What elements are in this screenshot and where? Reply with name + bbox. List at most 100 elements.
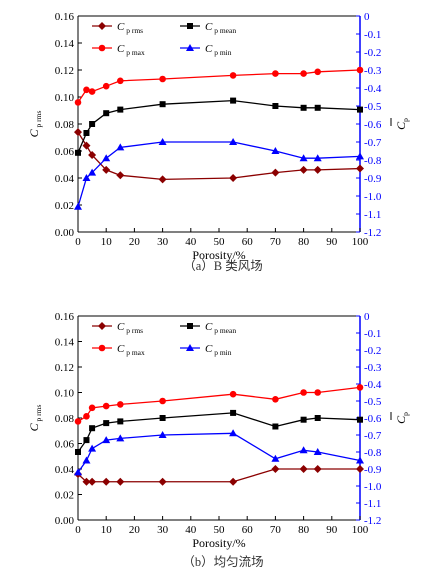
data-point: [82, 174, 91, 181]
data-point: [88, 151, 97, 160]
data-point: [103, 420, 110, 427]
data-point: [314, 104, 321, 111]
x-tick-label: 70: [270, 524, 282, 536]
y-left-tick-label: 0.12: [55, 65, 74, 77]
series-square: [75, 409, 363, 455]
series-square: [75, 97, 363, 156]
data-point: [230, 97, 237, 104]
data-point: [103, 110, 110, 117]
data-point: [116, 434, 125, 442]
data-point: [102, 402, 110, 410]
y-left-tick-label: 0.06: [55, 146, 75, 158]
data-point: [74, 468, 82, 476]
data-point: [299, 165, 308, 174]
figure-caption: （b）均匀流场: [182, 555, 263, 569]
data-point: [313, 448, 322, 455]
data-point: [229, 174, 238, 182]
data-point: [88, 444, 97, 452]
y-right-tick-label: -0.1: [364, 328, 381, 340]
data-point: [82, 456, 91, 464]
y-left-tick-label: 0.14: [55, 38, 75, 50]
legend-label: C p max: [117, 343, 145, 357]
y-left-tick-label: 0.08: [55, 119, 75, 131]
y-right-tick-label: -0.9: [364, 464, 382, 476]
data-point: [313, 165, 322, 174]
x-tick-label: 40: [185, 236, 197, 248]
y-right-tick-label: -0.2: [364, 47, 381, 59]
data-point: [299, 465, 308, 473]
data-point: [159, 101, 166, 108]
data-point: [272, 70, 279, 77]
data-point: [313, 465, 322, 473]
data-point: [300, 70, 307, 77]
data-point: [272, 423, 279, 430]
data-point: [314, 389, 322, 396]
y-left-tick-label: 0.00: [55, 227, 75, 239]
x-tick-label: 60: [242, 236, 254, 248]
y-right-tick-label: -1.0: [364, 191, 382, 203]
data-point: [300, 104, 307, 111]
y-left-tick-label: 0.02: [55, 490, 74, 502]
y-right-tick-label: -1.0: [364, 481, 382, 493]
x-tick-label: 80: [298, 524, 310, 536]
data-point: [75, 449, 81, 455]
y-right-axis-title: Cp: [394, 412, 410, 424]
data-point: [88, 88, 96, 95]
x-tick-label: 30: [157, 524, 169, 536]
data-point: [314, 68, 322, 76]
data-point: [158, 175, 167, 184]
x-tick-label: 80: [298, 236, 310, 248]
data-point: [74, 128, 82, 137]
y-right-tick-label: -0.8: [364, 447, 382, 459]
series-diamond: [74, 465, 364, 486]
y-right-tick-label: -0.2: [364, 345, 381, 357]
data-point: [117, 418, 124, 425]
data-point: [159, 415, 166, 421]
data-point: [356, 164, 364, 173]
data-point: [159, 397, 166, 405]
x-tick-label: 0: [75, 236, 81, 248]
data-point: [229, 477, 238, 486]
y-right-tick-label: -0.5: [364, 101, 382, 113]
data-point: [356, 465, 364, 473]
series-circle: [74, 66, 364, 106]
x-tick-label: 50: [214, 236, 226, 248]
y-right-tick-label: -0.3: [364, 362, 382, 374]
data-point: [82, 141, 91, 150]
x-tick-label: 60: [242, 524, 254, 536]
data-point: [356, 384, 364, 391]
y-left-axis-title: C p rms: [27, 111, 43, 138]
x-tick-label: 100: [352, 524, 369, 536]
y-right-tick-label: -0.4: [364, 83, 382, 95]
y-left-axis-title: C p rms: [27, 405, 43, 432]
y-left-tick-label: 0.04: [55, 464, 75, 476]
data-point: [102, 165, 111, 174]
data-point: [102, 477, 111, 486]
y-right-tick-label: -0.5: [364, 396, 382, 408]
series-triangle: [74, 138, 364, 210]
y-right-axis-title: Cp: [394, 118, 410, 130]
data-point: [74, 202, 82, 210]
data-point: [271, 147, 280, 154]
x-tick-label: 10: [101, 524, 113, 536]
data-point: [158, 138, 167, 145]
y-left-tick-label: 0.00: [55, 515, 75, 527]
x-tick-label: 20: [129, 236, 141, 248]
y-right-tick-label: -0.1: [364, 29, 381, 41]
data-point: [102, 154, 111, 162]
data-point: [117, 106, 124, 113]
x-tick-label: 20: [129, 524, 141, 536]
data-point: [271, 454, 280, 462]
y-left-tick-label: 0.10: [55, 388, 75, 400]
x-tick-label: 10: [101, 236, 113, 248]
y-left-tick-label: 0.06: [55, 439, 75, 451]
data-point: [82, 477, 91, 486]
x-tick-label: 90: [326, 524, 338, 536]
y-right-tick-label: -1.1: [364, 209, 381, 221]
data-point: [229, 390, 237, 398]
data-point: [116, 477, 125, 486]
y-right-tick-label: -0.6: [364, 119, 382, 131]
data-point: [271, 168, 280, 177]
data-point: [299, 446, 308, 454]
data-point: [357, 416, 363, 423]
